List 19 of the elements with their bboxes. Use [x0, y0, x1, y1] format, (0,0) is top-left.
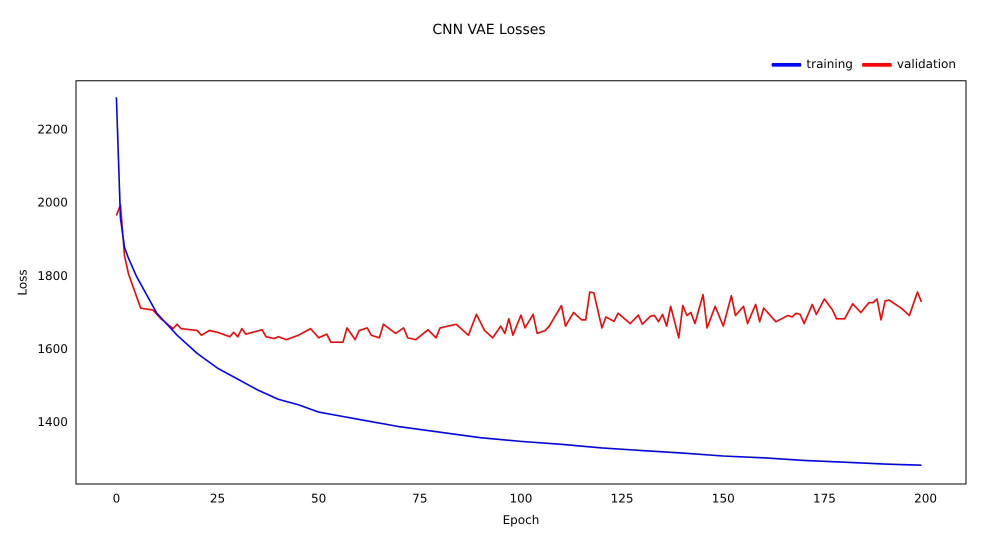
y-tick-label: 1800: [37, 268, 68, 283]
x-axis-title: Epoch: [502, 512, 540, 527]
x-tick-label: 75: [412, 492, 428, 506]
x-tick-label: 50: [311, 492, 326, 506]
y-tick-label: 1600: [37, 342, 68, 356]
y-tick-label: 2000: [37, 196, 68, 210]
y-tick-label: 2200: [37, 122, 68, 136]
x-tick-label: 125: [610, 492, 634, 506]
chart-title: CNN VAE Losses: [432, 22, 546, 38]
legend-label: validation: [896, 56, 956, 71]
x-tick-label: 0: [112, 492, 120, 506]
x-tick-label: 25: [210, 492, 226, 506]
x-tick-label: 100: [510, 492, 532, 506]
y-tick-label: 1400: [37, 415, 68, 430]
y-axis-title: Loss: [15, 269, 30, 296]
legend-label: training: [806, 56, 853, 71]
x-tick-label: 175: [812, 492, 836, 506]
x-tick-label: 200: [914, 492, 937, 506]
x-tick-label: 150: [712, 492, 735, 506]
